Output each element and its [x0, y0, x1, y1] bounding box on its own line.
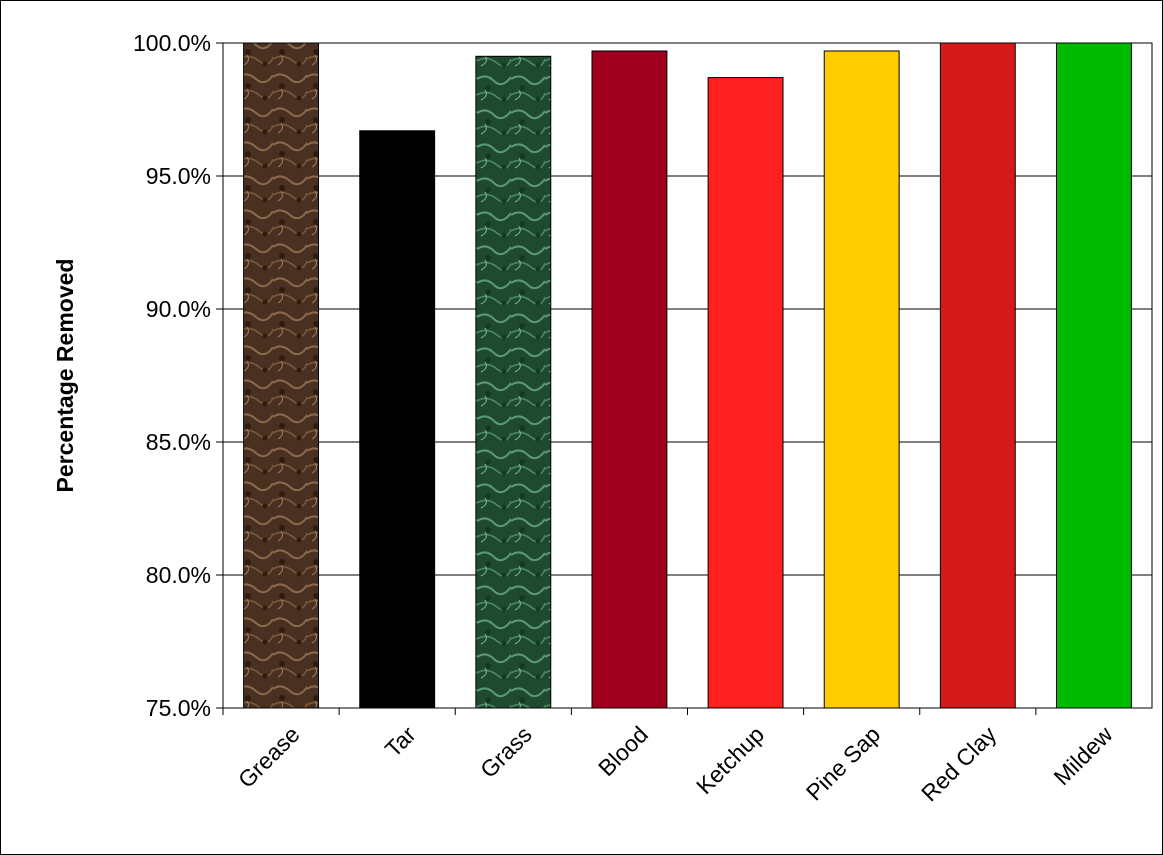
bar-ketchup [707, 77, 784, 709]
x-category-label: Grass [475, 721, 537, 783]
y-tick-label: 80.0% [146, 562, 211, 588]
y-tick-label: 85.0% [146, 429, 211, 455]
bar-tar [359, 130, 436, 709]
plot-area-frame [222, 42, 1153, 709]
y-tick-label: 90.0% [146, 296, 211, 322]
x-category-label: Grease [233, 721, 305, 793]
y-tick-label: 100.0% [133, 30, 211, 56]
x-category-label: Ketchup [691, 721, 769, 799]
y-axis-tick-labels: 75.0% 80.0% 85.0% 90.0% 95.0% 100.0% [133, 30, 211, 721]
x-category-label: Mildew [1048, 721, 1117, 790]
bar-grease [243, 42, 320, 709]
x-axis-category-labels: Grease Tar Grass Blood Ketchup Pine Sap Red Cl… [233, 721, 1118, 807]
x-category-label: Tar [380, 721, 421, 762]
bar-blood [591, 50, 668, 709]
y-axis-title: Percentage Removed [52, 259, 78, 493]
bar-pine-sap [823, 50, 900, 709]
bars [222, 42, 1132, 715]
y-tick-label: 95.0% [146, 163, 211, 189]
x-category-label: Pine Sap [801, 721, 885, 805]
y-tick-label: 75.0% [146, 695, 211, 721]
x-category-label: Blood [593, 721, 653, 781]
bar-mildew [1055, 42, 1132, 709]
bar-grass [475, 55, 552, 709]
x-category-label: Red Clay [916, 721, 1002, 807]
bar-red-clay [939, 42, 1016, 709]
